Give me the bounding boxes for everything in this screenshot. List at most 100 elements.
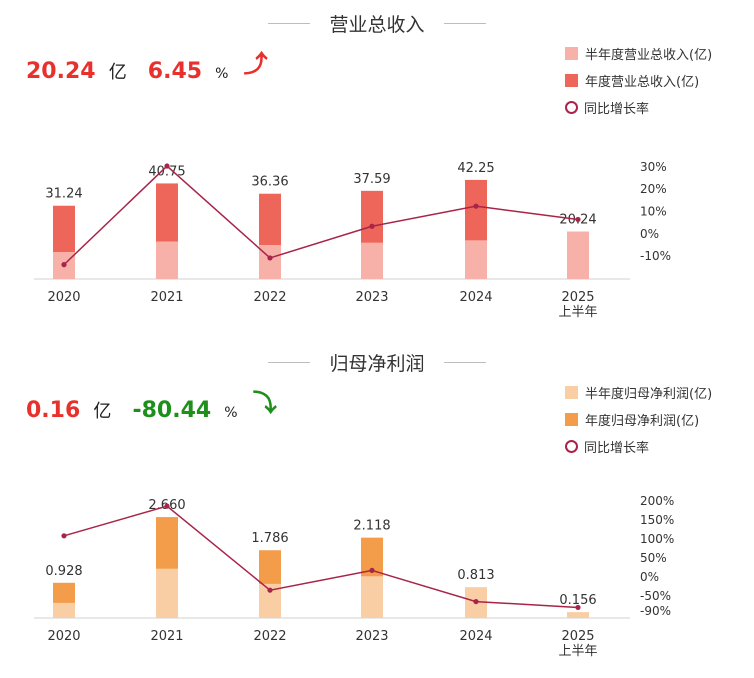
net-profit-title-row: 归母净利润 (0, 349, 754, 376)
half-year-bar (567, 612, 589, 618)
growth-point (473, 598, 479, 605)
legend-swatch-half-year (565, 47, 578, 60)
category-sub-label: 上半年 (558, 305, 597, 320)
legend-item-half-year[interactable]: 半年度营业总收入(亿) (565, 40, 712, 67)
right-axis-tick-label: -90% (640, 604, 671, 618)
revenue-legend: 半年度营业总收入(亿) 年度营业总收入(亿) 同比增长率 (565, 40, 712, 121)
bar-value-label: 42.25 (457, 161, 494, 176)
category-sub-label: 上半年 (558, 644, 597, 659)
half-year-bar (53, 602, 75, 618)
title-rule-left (268, 362, 311, 363)
right-axis-tick-label: 150% (640, 513, 674, 527)
legend-label-half-year: 半年度归母净利润(亿) (585, 387, 713, 402)
category-label: 2024 (459, 629, 492, 644)
half-year-bar (567, 231, 589, 279)
growth-point (61, 262, 67, 268)
legend-item-half-year[interactable]: 半年度归母净利润(亿) (565, 379, 712, 406)
revenue-kpi: 20.24 亿 6.45 % ⤴ (26, 50, 268, 85)
half-year-bar (259, 583, 281, 618)
bar-value-label: 0.928 (45, 564, 82, 579)
bar-value-label: 36.36 (251, 175, 288, 190)
bar-value-label: 1.786 (251, 531, 288, 546)
right-axis-tick-label: 0% (640, 570, 659, 584)
net-profit-kpi-unit: 亿 (93, 401, 112, 422)
net-profit-chart: 200%150%100%50%0%-50%-90%0.92820202.6602… (34, 494, 674, 659)
legend-swatch-annual (565, 413, 578, 426)
revenue-panel: 30% 20% 10% 0% -10% 31.24 2020 40.75 2021 36.36 20… (0, 10, 754, 320)
title-rule-right (443, 362, 486, 363)
revenue-title: 营业总收入 (329, 14, 425, 36)
legend-label-growth: 同比增长率 (584, 441, 650, 456)
category-label: 2022 (253, 290, 286, 305)
right-axis-tick-label: 20% (640, 182, 667, 196)
growth-line (63, 505, 579, 609)
category-label: 2020 (47, 290, 80, 305)
growth-line (63, 165, 579, 266)
revenue-kpi-value: 20.24 (26, 59, 96, 84)
legend-swatch-half-year (565, 386, 578, 399)
category-label: 2022 (253, 629, 286, 644)
half-year-bar (361, 576, 383, 618)
category-label: 2024 (459, 290, 492, 305)
legend-item-annual[interactable]: 年度营业总收入(亿) (565, 67, 712, 94)
half-year-bar (465, 240, 487, 279)
arrow-down-icon: ⤵ (252, 389, 277, 417)
legend-item-annual[interactable]: 年度归母净利润(亿) (565, 406, 712, 433)
right-axis-tick-label: 30% (640, 160, 667, 174)
arrow-up-icon: ⤴ (243, 50, 268, 78)
growth-point (61, 533, 67, 539)
category-label: 2025 (561, 629, 594, 644)
revenue-kpi-unit: 亿 (108, 62, 127, 83)
growth-point (369, 567, 375, 574)
right-axis-tick-label: 50% (640, 551, 667, 565)
legend-label-growth: 同比增长率 (584, 102, 650, 117)
legend-swatch-annual (565, 74, 578, 87)
revenue-kpi-change: 6.45 (147, 59, 203, 84)
category-label: 2020 (47, 629, 80, 644)
growth-point (473, 203, 479, 209)
half-year-bar (156, 568, 178, 618)
growth-point (369, 223, 375, 229)
revenue-title-row: 营业总收入 (0, 10, 754, 37)
revenue-kpi-change-unit: % (215, 66, 229, 82)
category-label: 2021 (150, 629, 183, 644)
right-axis-tick-label: 100% (640, 532, 674, 546)
right-axis-tick-label: 200% (640, 494, 674, 508)
legend-label-annual: 年度归母净利润(亿) (585, 414, 700, 429)
legend-circle-icon (565, 101, 578, 114)
category-label: 2021 (150, 290, 183, 305)
right-axis-tick-label: -10% (640, 249, 671, 263)
growth-point (267, 587, 273, 593)
legend-label-half-year: 半年度营业总收入(亿) (585, 48, 713, 63)
growth-point (575, 604, 581, 611)
bar-value-label: 0.156 (559, 593, 596, 608)
category-label: 2023 (355, 290, 388, 305)
net-profit-kpi-change: -80.44 (132, 398, 212, 423)
net-profit-kpi-change-unit: % (224, 405, 238, 421)
title-rule-left (268, 23, 311, 24)
legend-label-annual: 年度营业总收入(亿) (585, 75, 700, 90)
revenue-chart: 30%20%10%0%-10%31.24202040.75202136.3620… (34, 160, 671, 320)
net-profit-legend: 半年度归母净利润(亿) 年度归母净利润(亿) 同比增长率 (565, 379, 712, 460)
category-label: 2025 (561, 290, 594, 305)
bar-value-label: 2.118 (353, 519, 390, 534)
bar-value-label: 37.59 (353, 172, 390, 187)
growth-point (575, 216, 581, 223)
growth-point (164, 503, 170, 509)
net-profit-panel: 200%150%100%50%0%-50%-90%0.92820202.6602… (0, 339, 754, 678)
legend-circle-icon (565, 440, 578, 453)
net-profit-title: 归母净利润 (329, 353, 425, 375)
right-axis-tick-label: 0% (640, 227, 659, 241)
title-rule-right (443, 23, 486, 24)
category-label: 2023 (355, 629, 388, 644)
bar-value-label: 31.24 (45, 187, 82, 202)
growth-point (267, 255, 273, 261)
right-axis-tick-label: -50% (640, 589, 671, 603)
legend-item-growth[interactable]: 同比增长率 (565, 94, 712, 121)
right-axis-tick-label: 10% (640, 205, 667, 219)
growth-point (164, 163, 170, 169)
legend-item-growth[interactable]: 同比增长率 (565, 433, 712, 460)
bar-value-label: 0.813 (457, 568, 494, 583)
net-profit-kpi: 0.16 亿 -80.44 % ⤵ (26, 389, 277, 424)
net-profit-kpi-value: 0.16 (26, 398, 81, 423)
